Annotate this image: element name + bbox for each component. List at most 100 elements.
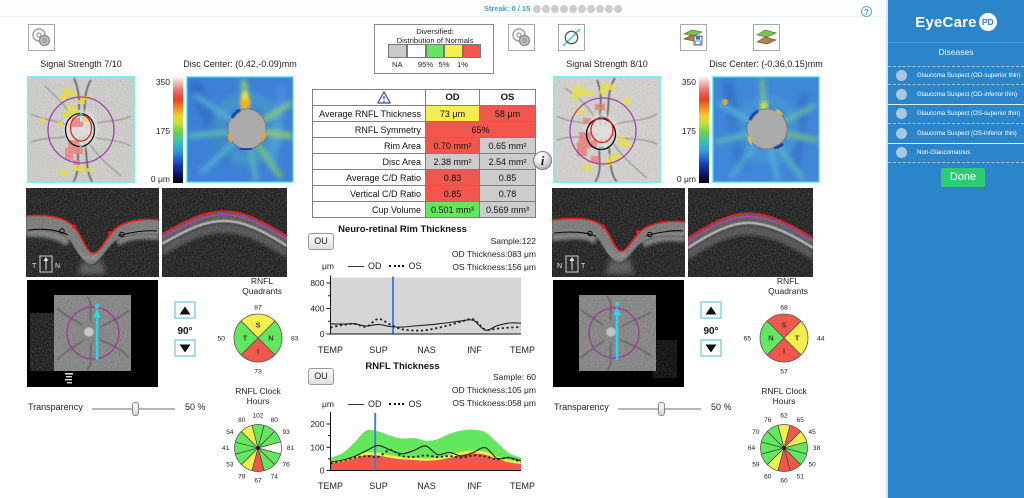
table-row: Average RNFL Thickness 73 μm 58 μm xyxy=(312,105,536,122)
rim-os-stat: OS Thickness:156 μm xyxy=(452,262,536,272)
disease-radio[interactable] xyxy=(896,89,907,101)
sidebar-edge xyxy=(886,0,888,498)
layers-button[interactable] xyxy=(753,24,780,51)
rnfl-ou-button[interactable]: OU xyxy=(308,368,334,385)
od-rotate-up-button[interactable] xyxy=(174,301,196,319)
table-header-icon-cell xyxy=(312,89,426,106)
os-bscan-rnfl[interactable] xyxy=(688,188,813,277)
rnfl-x-axis-label: INF xyxy=(467,481,482,491)
disease-radio[interactable] xyxy=(896,147,907,159)
disease-label: Glaucoma Suspect (OD-inferior thin) xyxy=(917,91,1018,99)
od-bscan-rnfl[interactable] xyxy=(162,188,287,277)
clock-hour-value-label: 60 xyxy=(764,473,772,480)
od-signal-strength: Signal Strength 7/10 xyxy=(40,59,122,69)
streak-indicator: Streak: 0 / 15 xyxy=(484,3,623,14)
disease-item[interactable]: Non-Glaucomatous xyxy=(888,144,1024,163)
clock-hour-value-label: 102 xyxy=(253,413,264,420)
os-clock-hours-title: RNFL Clock Hours xyxy=(761,386,807,406)
os-quadrant-n-sector xyxy=(759,320,785,356)
rnfl-sample-stat: Sample: 60 xyxy=(493,372,536,382)
rnfl-x-axis-label: NAS xyxy=(417,481,436,491)
rim-legend-od: OD xyxy=(367,261,382,271)
warning-triangle-icon xyxy=(377,91,391,104)
disease-label: Glaucoma Suspect (OS-superior thin) xyxy=(917,110,1021,118)
rnfl-y-tick-label: 100 xyxy=(310,442,324,452)
registration-button-os[interactable] xyxy=(508,24,535,51)
streak-dot xyxy=(533,4,542,13)
streak-dot xyxy=(569,4,578,13)
disease-radio[interactable] xyxy=(896,70,907,82)
od-rotation-value: 90° xyxy=(177,326,193,337)
od-quadrants-title: RNFL Quadrants xyxy=(242,276,282,296)
os-rotate-down-button[interactable] xyxy=(700,339,722,357)
clock-hour-value-label: 45 xyxy=(808,429,816,436)
rnfl-os-curve xyxy=(330,449,522,465)
od-bscan-disc[interactable]: T N xyxy=(26,188,159,277)
table-row-label: Cup Volume xyxy=(312,201,426,218)
help-icon[interactable]: ? xyxy=(861,6,872,17)
disease-item[interactable]: Glaucoma Suspect (OS-inferior thin) xyxy=(888,124,1024,144)
rim-x-axis-label: TEMP xyxy=(318,345,343,355)
os-enface-image[interactable] xyxy=(553,280,684,387)
disease-radio[interactable] xyxy=(896,127,907,139)
quadrant-value-label: 65 xyxy=(743,335,751,342)
od-quadrant-s-sector xyxy=(240,313,276,339)
rnfl-unit-label: μm xyxy=(322,399,334,409)
os-colorbar-mid: 175 xyxy=(681,126,696,136)
disease-item[interactable]: Glaucoma Suspect (OS-superior thin) xyxy=(888,105,1024,125)
legend-title-line1: Diversified: xyxy=(416,27,454,36)
od-clock-hours-title: RNFL Clock Hours xyxy=(235,386,281,406)
quadrant-value-label: 50 xyxy=(217,335,225,342)
table-os-value: 0.569 mm³ xyxy=(479,201,536,218)
od-clock-hours-pie: 102 80 93 81 76 74 67 79 53 41 54 80 xyxy=(210,400,306,496)
quadrant-letter: N xyxy=(768,334,773,343)
od-fundus-image[interactable] xyxy=(27,76,135,183)
od-rnfl-map[interactable] xyxy=(186,76,294,183)
table-od-value: 0.70 mm² xyxy=(425,137,480,154)
table-od-value: 2.38 mm² xyxy=(425,153,480,170)
os-quadrants-pie: S 68 T 44 I 57 N 65 xyxy=(736,290,832,386)
os-scan-arrow xyxy=(613,301,621,360)
os-rotate-up-button[interactable] xyxy=(700,301,722,319)
rim-x-axis-label: INF xyxy=(467,345,482,355)
od-enface-image[interactable] xyxy=(27,280,158,387)
legend-swatch xyxy=(388,44,407,58)
orientation-left-letter: T xyxy=(32,263,37,270)
disease-label: Non-Glaucomatous xyxy=(917,149,971,157)
od-quadrant-n-sector xyxy=(257,320,283,356)
od-transparency-value: 50 % xyxy=(185,402,206,412)
od-transparency-thumb[interactable] xyxy=(132,401,139,416)
rim-x-axis-label: NAS xyxy=(417,345,436,355)
top-bar xyxy=(0,0,888,17)
done-button[interactable]: Done xyxy=(941,168,985,187)
rnfl-x-axis-label: TEMP xyxy=(510,481,535,491)
table-od-value: 73 μm xyxy=(425,105,480,122)
disease-item[interactable]: Glaucoma Suspect (OD-inferior thin) xyxy=(888,85,1024,105)
os-fundus-image[interactable] xyxy=(553,76,661,183)
disease-item[interactable]: Glaucoma Suspect (OD-superior thin) xyxy=(888,66,1024,86)
clock-hour-value-label: 67 xyxy=(254,478,262,485)
info-button[interactable]: i xyxy=(533,151,552,170)
quadrant-value-label: 57 xyxy=(780,368,788,375)
streak-dot xyxy=(614,4,623,13)
os-transparency-thumb[interactable] xyxy=(658,401,665,416)
rnfl-chart: 0 100 200 TEMP SUP NAS INF TEMP xyxy=(300,408,545,496)
od-rotate-down-button[interactable] xyxy=(174,339,196,357)
os-rnfl-map[interactable] xyxy=(712,76,820,183)
rim-ou-button[interactable]: OU xyxy=(308,233,334,250)
os-bscan-disc[interactable]: N T xyxy=(552,188,685,277)
rim-legend-os: OS xyxy=(408,261,422,271)
os-line-swatch xyxy=(389,265,405,267)
disease-radio[interactable] xyxy=(896,108,907,120)
os-quadrants-title: RNFL Quadrants xyxy=(768,276,808,296)
rnfl-legend-os: OS xyxy=(408,399,422,409)
registration-button-od[interactable] xyxy=(28,24,55,51)
od-quadrant-t-sector xyxy=(233,320,259,356)
registration-icon xyxy=(512,28,531,47)
layers-save-icon xyxy=(682,29,704,46)
clock-hour-value-label: 79 xyxy=(238,473,246,480)
disc-scan-button[interactable] xyxy=(558,24,585,51)
rnfl-x-axis-label: TEMP xyxy=(318,481,343,491)
layers-save-button[interactable] xyxy=(680,24,707,51)
